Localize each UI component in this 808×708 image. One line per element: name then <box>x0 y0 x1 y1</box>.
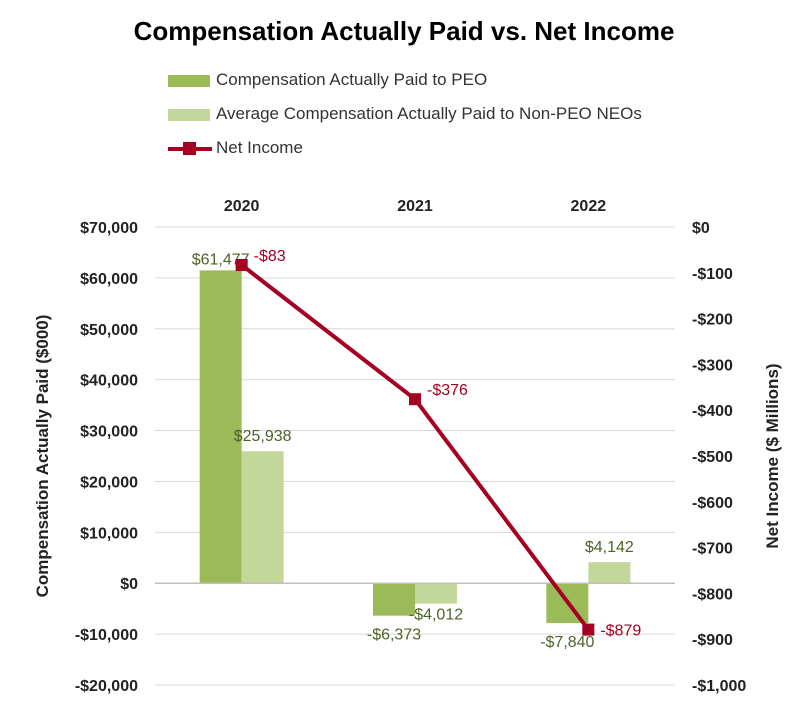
line-net-income <box>240 263 590 631</box>
data-label-neo: $4,142 <box>585 539 634 556</box>
left-axis-title: Compensation Actually Paid ($000) <box>33 315 52 598</box>
data-label-peo: $61,477 <box>192 251 250 268</box>
left-axis-tick-label: $30,000 <box>80 424 138 441</box>
data-label-net-income: -$83 <box>254 248 286 265</box>
right-axis-tick-label: -$600 <box>692 495 733 512</box>
data-label-neo: -$4,012 <box>409 607 463 624</box>
bar-neo <box>241 451 284 584</box>
legend-swatch-peo <box>168 75 210 87</box>
left-axis-tick-label: $40,000 <box>80 373 138 390</box>
legend-label-net-income: Net Income <box>216 138 303 157</box>
right-axis-tick-label: -$400 <box>692 403 733 420</box>
right-axis-tick-label: -$300 <box>692 357 733 374</box>
data-label-neo: $25,938 <box>234 428 292 445</box>
right-axis-tick-label: -$100 <box>692 266 733 283</box>
bar-neo <box>415 583 457 604</box>
left-axis-tick-label: $50,000 <box>80 322 138 339</box>
left-axis-tick-label: -$10,000 <box>75 627 138 644</box>
data-label-peo: -$6,373 <box>367 627 421 644</box>
bar-neo <box>588 562 631 584</box>
x-axis-tick-label: 2021 <box>397 198 433 215</box>
marker-net-income <box>582 623 595 636</box>
bar-peo <box>373 583 415 616</box>
right-axis-title: Net Income ($ Millions) <box>763 363 782 548</box>
x-axis-tick-label: 2020 <box>224 198 260 215</box>
legend-marker-net-income <box>183 142 196 155</box>
right-axis-tick-label: $0 <box>692 220 710 237</box>
left-axis-tick-label: $20,000 <box>80 474 138 491</box>
legend-swatch-neo <box>168 109 210 121</box>
left-axis-tick-label: $10,000 <box>80 525 138 542</box>
left-axis-tick-label: $70,000 <box>80 220 138 237</box>
right-axis-tick-label: -$1,000 <box>692 678 746 695</box>
data-label-net-income: -$879 <box>600 623 641 640</box>
right-axis-tick-label: -$200 <box>692 312 733 329</box>
right-axis-tick-label: -$900 <box>692 632 733 649</box>
data-label-net-income: -$376 <box>427 382 468 399</box>
left-axis-tick-label: $0 <box>120 576 138 593</box>
bar-peo <box>199 270 242 584</box>
right-axis-tick-label: -$800 <box>692 586 733 603</box>
x-axis-tick-label: 2022 <box>571 198 607 215</box>
marker-net-income <box>409 393 421 406</box>
data-label-peo: -$7,840 <box>540 634 594 651</box>
legend-label-neo: Average Compensation Actually Paid to No… <box>216 104 642 123</box>
right-axis-tick-label: -$500 <box>692 449 733 466</box>
left-axis-tick-label: $60,000 <box>80 271 138 288</box>
right-axis-tick-label: -$700 <box>692 541 733 558</box>
marker-net-income <box>235 259 248 272</box>
left-axis-tick-label: -$20,000 <box>75 678 138 695</box>
chart-title: Compensation Actually Paid vs. Net Incom… <box>133 16 675 46</box>
legend-label-peo: Compensation Actually Paid to PEO <box>216 70 488 89</box>
